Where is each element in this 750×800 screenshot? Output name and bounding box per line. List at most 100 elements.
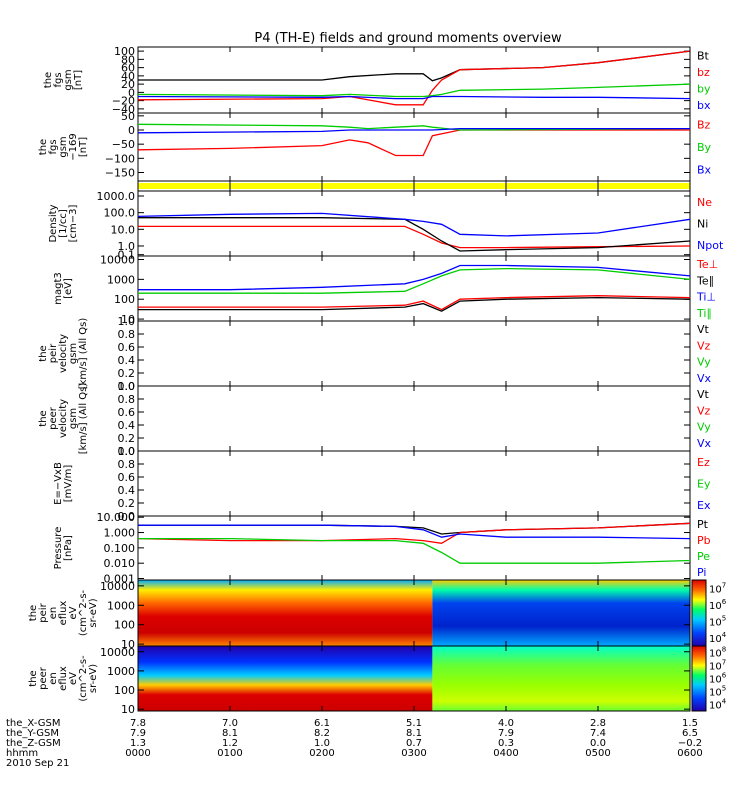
- y-axis-label: velocity: [58, 399, 69, 438]
- colorbar: [691, 579, 707, 647]
- legend-label: Bz: [697, 118, 711, 131]
- series-line: [138, 217, 691, 252]
- legend-label: Pi: [697, 566, 706, 579]
- y-tick-label: 10.0: [111, 223, 136, 236]
- date-label: 2010 Sep 21: [6, 758, 69, 769]
- legend-label: Pt: [697, 518, 709, 531]
- y-axis-label: [mV/m]: [63, 465, 74, 503]
- x-tick-label: 0400: [493, 748, 518, 759]
- x-tick-label: 0200: [309, 748, 334, 759]
- series-line: [138, 225, 691, 249]
- y-tick-label: 1.000: [104, 527, 136, 540]
- y-tick-label: −50: [112, 138, 135, 151]
- y-tick-label: 0.0: [118, 380, 136, 393]
- colorbar-tick-label: 106: [709, 598, 727, 612]
- x-tick-label: −0.2: [678, 738, 702, 749]
- series-line: [138, 295, 691, 311]
- panel-frame: [137, 385, 691, 452]
- colorbar-tick-label: 104: [709, 631, 727, 645]
- x-axis-row-label: the_Y-GSM: [6, 728, 59, 739]
- x-tick-label: 0300: [401, 748, 426, 759]
- legend-label: Vy: [697, 356, 711, 369]
- y-tick-label: 60: [121, 62, 135, 75]
- panel-9: 10.000 1.000 0.100 0.010 0.001 Pressure [nPa] P…: [53, 511, 711, 585]
- y-axis-label: sr-eV): [88, 664, 99, 693]
- y-axis-label: the: [38, 345, 49, 361]
- x-tick-label: 6.1: [314, 718, 330, 729]
- panel-frame: [137, 255, 691, 322]
- x-tick-label: 0100: [217, 748, 242, 759]
- y-tick-label: −100: [105, 152, 135, 165]
- y-axis-label: (cm^2-s-: [78, 655, 89, 702]
- legend-label: Bt: [697, 49, 710, 62]
- y-tick-label: 1.0: [118, 445, 136, 458]
- colorbar-tick-label: 105: [709, 614, 726, 628]
- legend-label: Vx: [697, 437, 712, 450]
- legend-label: Vz: [697, 404, 711, 417]
- y-tick-label: 10.000: [97, 511, 136, 524]
- y-tick-label: 100: [114, 45, 135, 58]
- series-line: [138, 50, 691, 82]
- x-tick-label: 7.4: [590, 728, 606, 739]
- colorbar-tick-label: 106: [709, 672, 727, 686]
- legend-label: Ti⊥: [696, 291, 716, 304]
- y-axis-label: [km/s] (All Qs): [78, 318, 89, 390]
- y-axis-label: the: [28, 670, 39, 686]
- y-axis-label: [nT]: [78, 137, 89, 157]
- legend-label: Ti∥: [696, 307, 712, 320]
- y-tick-label: 1.0: [118, 380, 136, 393]
- series-line: [138, 296, 691, 312]
- x-tick-label: 0.3: [498, 738, 514, 749]
- panel-4: 1000.0 100.0 10.0 1.00.1 Density [1/cc] [cm−3]…: [48, 190, 724, 262]
- y-tick-label: 1.0: [118, 315, 136, 328]
- y-tick-label: 1000: [107, 273, 135, 286]
- spectrogram-early: [138, 580, 433, 646]
- legend-label: bx: [697, 99, 711, 112]
- y-axis-label: peer: [48, 406, 59, 430]
- legend-label: Vz: [697, 339, 711, 352]
- y-tick-label: −150: [105, 167, 135, 180]
- y-axis-label: eV: [68, 672, 79, 685]
- legend-label: Ey: [697, 478, 711, 491]
- y-tick-label: 1000: [107, 599, 135, 612]
- y-axis-label: Pressure: [53, 527, 64, 570]
- y-axis-label: eflux: [58, 601, 69, 626]
- x-tick-label: 7.9: [498, 728, 514, 739]
- panel-2: 500−50−100 −150 the fgs gsm −169 [nT] Bz By Bx: [38, 110, 712, 182]
- y-tick-label: 80: [121, 53, 135, 66]
- y-axis-label: (cm^2-s-: [78, 589, 89, 636]
- series-line: [137, 129, 690, 157]
- series-line: [137, 95, 691, 100]
- y-tick-label: 0.4: [118, 419, 136, 432]
- y-tick-label: 0: [128, 124, 135, 137]
- y-tick-label: 20: [121, 78, 135, 91]
- y-tick-label: 0.2: [118, 497, 136, 510]
- x-axis-row-label: the_X-GSM: [6, 718, 60, 729]
- x-tick-label: 8.2: [314, 728, 330, 739]
- y-axis-label: fgs: [48, 139, 59, 154]
- y-axis-label: fgs: [53, 72, 64, 87]
- y-tick-label: 0.0: [118, 510, 136, 523]
- legend-label: bz: [697, 66, 710, 79]
- y-tick-label: 0.0: [118, 445, 136, 458]
- y-axis-label: [eV]: [63, 278, 74, 299]
- x-tick-label: 1.2: [222, 738, 238, 749]
- y-axis-label: Density: [48, 204, 59, 242]
- panel-frame: [137, 112, 691, 182]
- y-axis-label: [nT]: [73, 70, 84, 90]
- y-tick-label: 0.4: [118, 484, 136, 497]
- y-tick-label: 1000: [107, 665, 135, 678]
- y-axis-label: eV: [68, 606, 79, 619]
- x-tick-label: 6.5: [682, 728, 698, 739]
- legend-label: Te∥: [696, 274, 714, 287]
- y-axis-label: sr-eV): [88, 598, 99, 627]
- y-axis-label: peir: [38, 602, 49, 622]
- colorbar-tick-label: 104: [709, 698, 727, 712]
- x-tick-label: 1.3: [130, 738, 146, 749]
- series-line: [137, 83, 691, 98]
- x-tick-label: 8.1: [406, 728, 422, 739]
- x-tick-label: 1.5: [682, 718, 698, 729]
